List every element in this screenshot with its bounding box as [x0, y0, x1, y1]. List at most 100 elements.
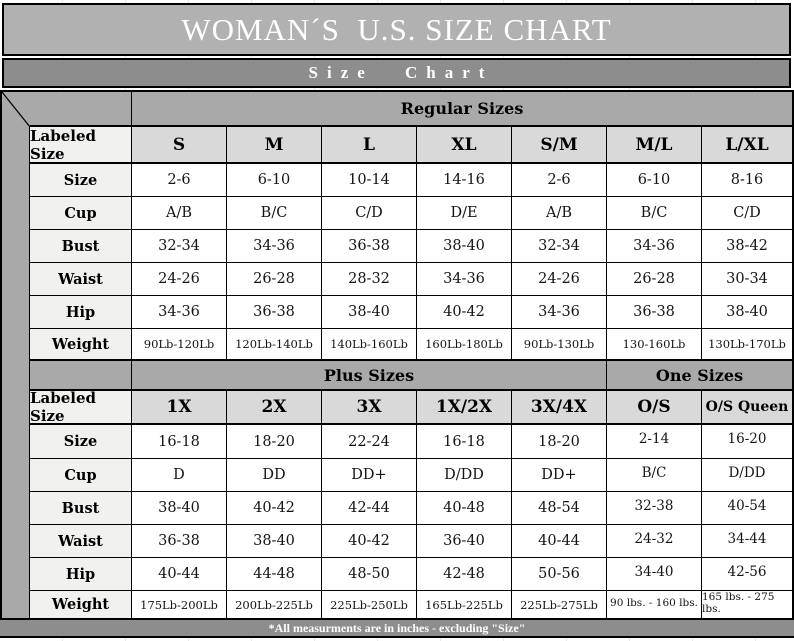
data-cell: 24-32 — [607, 525, 702, 558]
data-cell: 14-16 — [417, 164, 512, 197]
data-cell: B/C — [227, 197, 322, 230]
row-label: Size — [30, 425, 132, 459]
data-cell: 2-6 — [132, 164, 227, 197]
data-cell: 40-44 — [512, 525, 607, 558]
column-header: M/L — [607, 127, 702, 164]
column-header: O/S — [607, 391, 702, 425]
row-label: Weight — [30, 591, 132, 618]
data-cell: 32-34 — [512, 230, 607, 263]
row-label: Cup — [30, 459, 132, 492]
title-banner: WOMAN´S U.S. SIZE CHART — [2, 3, 791, 56]
section-band-label: Regular Sizes — [132, 92, 792, 127]
data-cell: DD — [227, 459, 322, 492]
data-cell: 48-54 — [512, 492, 607, 525]
data-cell: 16-18 — [417, 425, 512, 459]
data-cell: 30-34 — [702, 263, 792, 296]
data-cell: 200Lb-225Lb — [227, 591, 322, 618]
data-cell: 40-42 — [322, 525, 417, 558]
data-cell: B/C — [607, 459, 702, 492]
column-header: S/M — [512, 127, 607, 164]
data-cell: 38-40 — [132, 492, 227, 525]
data-cell: 34-36 — [417, 263, 512, 296]
data-cell: 18-20 — [512, 425, 607, 459]
column-header: 3X/4X — [512, 391, 607, 425]
data-cell: 38-40 — [417, 230, 512, 263]
column-header: 1X — [132, 391, 227, 425]
data-cell: 90Lb-130Lb — [512, 329, 607, 361]
data-cell: 32-34 — [132, 230, 227, 263]
column-header: O/S Queen — [702, 391, 792, 425]
row-label: Bust — [30, 230, 132, 263]
page-title: WOMAN´S U.S. SIZE CHART — [181, 11, 612, 47]
data-cell: 18-20 — [227, 425, 322, 459]
column-header: L/XL — [702, 127, 792, 164]
data-cell: 36-40 — [417, 525, 512, 558]
row-label: Cup — [30, 197, 132, 230]
row-label: Size — [30, 164, 132, 197]
data-cell: 34-36 — [512, 296, 607, 329]
section-band-label: One Sizes — [607, 361, 792, 391]
row-label: Waist — [30, 525, 132, 558]
data-cell: 26-28 — [607, 263, 702, 296]
footer-banner: *All measurments are in inches - excludi… — [0, 618, 794, 638]
data-cell: D/DD — [417, 459, 512, 492]
data-cell: 40-42 — [227, 492, 322, 525]
data-cell: DD+ — [512, 459, 607, 492]
data-cell: 175Lb-200Lb — [132, 591, 227, 618]
row-label: Waist — [30, 263, 132, 296]
data-cell: 90 lbs. - 160 lbs. — [607, 591, 702, 618]
data-cell: 130-160Lb — [607, 329, 702, 361]
data-cell: 2-6 — [512, 164, 607, 197]
data-cell: 6-10 — [227, 164, 322, 197]
data-cell: 36-38 — [322, 230, 417, 263]
data-cell: 140Lb-160Lb — [322, 329, 417, 361]
data-cell: 38-40 — [322, 296, 417, 329]
data-cell: 50-56 — [512, 558, 607, 591]
data-cell: 36-38 — [132, 525, 227, 558]
column-header: XL — [417, 127, 512, 164]
data-cell: 10-14 — [322, 164, 417, 197]
data-cell: 28-32 — [322, 263, 417, 296]
data-cell: 40-42 — [417, 296, 512, 329]
diagonal-corner-line — [2, 92, 30, 127]
data-cell: 225Lb-250Lb — [322, 591, 417, 618]
row-label: Hip — [30, 558, 132, 591]
data-cell: 22-24 — [322, 425, 417, 459]
data-cell: 36-38 — [607, 296, 702, 329]
data-cell: 40-54 — [702, 492, 792, 525]
data-cell: 24-26 — [512, 263, 607, 296]
data-cell: C/D — [322, 197, 417, 230]
data-cell: 225Lb-275Lb — [512, 591, 607, 618]
data-cell: A/B — [512, 197, 607, 230]
data-cell: 16-20 — [702, 425, 792, 459]
row-label: Bust — [30, 492, 132, 525]
data-cell: 36-38 — [227, 296, 322, 329]
data-cell: C/D — [702, 197, 792, 230]
subtitle: Size Chart — [308, 63, 494, 82]
section-band-label: Plus Sizes — [132, 361, 607, 391]
row-label-labeled-size: Labeled Size — [30, 391, 132, 425]
data-cell: 6-10 — [607, 164, 702, 197]
subtitle-banner: Size Chart — [2, 58, 791, 88]
row-label-labeled-size: Labeled Size — [30, 127, 132, 164]
footer-note: *All measurments are in inches - excludi… — [268, 620, 526, 635]
data-cell: 120Lb-140Lb — [227, 329, 322, 361]
section-corner-cell — [30, 92, 132, 127]
row-label: Weight — [30, 329, 132, 361]
column-header: L — [322, 127, 417, 164]
data-cell: 130Lb-170Lb — [702, 329, 792, 361]
data-cell: 165 lbs. - 275 lbs. — [702, 591, 792, 618]
data-cell: 32-38 — [607, 492, 702, 525]
data-cell: A/B — [132, 197, 227, 230]
data-cell: 34-36 — [132, 296, 227, 329]
column-header: M — [227, 127, 322, 164]
data-cell: DD+ — [322, 459, 417, 492]
data-cell: D — [132, 459, 227, 492]
data-cell: 38-40 — [227, 525, 322, 558]
data-cell: 44-48 — [227, 558, 322, 591]
data-cell: B/C — [607, 197, 702, 230]
data-cell: 34-36 — [227, 230, 322, 263]
row-label: Hip — [30, 296, 132, 329]
data-cell: 34-36 — [607, 230, 702, 263]
